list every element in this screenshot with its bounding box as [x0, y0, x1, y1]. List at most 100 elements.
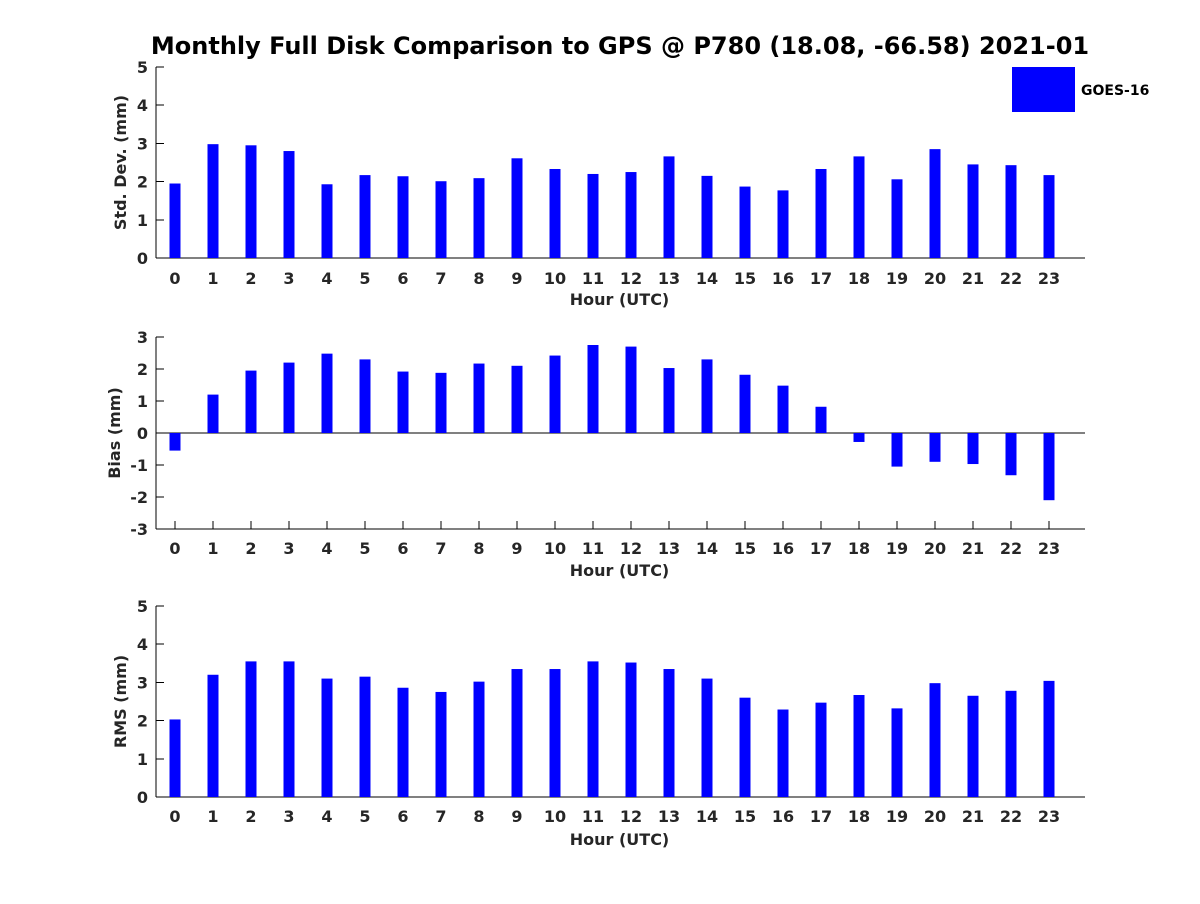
y-tick-label: 4	[137, 635, 148, 654]
y-tick-label: 1	[137, 750, 148, 769]
bar	[283, 151, 295, 258]
x-tick-label: 4	[321, 807, 332, 826]
bar	[853, 156, 865, 258]
x-tick-label: 0	[169, 539, 180, 558]
y-tick-label: 1	[137, 211, 148, 230]
y-tick-label: 2	[137, 173, 148, 192]
x-tick-label: 20	[924, 539, 946, 558]
bar	[777, 190, 789, 258]
bar	[929, 149, 941, 258]
x-tick-label: 8	[473, 807, 484, 826]
x-tick-label: 6	[397, 269, 408, 288]
x-tick-label: 16	[772, 269, 794, 288]
bar	[663, 368, 675, 433]
bar	[777, 385, 789, 433]
x-tick-label: 20	[924, 269, 946, 288]
bar	[549, 355, 561, 433]
y-tick-label: -2	[130, 488, 148, 507]
x-tick-label: 19	[886, 269, 908, 288]
bar	[701, 175, 713, 258]
bar	[207, 144, 219, 258]
x-tick-label: 14	[696, 807, 718, 826]
y-tick-label: 0	[137, 424, 148, 443]
x-tick-label: 1	[207, 269, 218, 288]
x-tick-label: 3	[283, 807, 294, 826]
y-tick-label: 3	[137, 328, 148, 347]
x-tick-label: 21	[962, 539, 984, 558]
y-tick-label: 5	[137, 58, 148, 77]
bar	[1005, 165, 1017, 258]
bar	[549, 669, 561, 797]
x-tick-label: 14	[696, 269, 718, 288]
x-tick-label: 23	[1038, 269, 1060, 288]
x-tick-label: 3	[283, 269, 294, 288]
bar	[397, 176, 409, 258]
x-tick-label: 23	[1038, 539, 1060, 558]
y-tick-label: 0	[137, 249, 148, 268]
x-tick-label: 19	[886, 807, 908, 826]
bar	[435, 181, 447, 258]
x-tick-label: 23	[1038, 807, 1060, 826]
x-tick-label: 10	[544, 539, 566, 558]
x-tick-label: 15	[734, 807, 756, 826]
y-tick-label: 3	[137, 134, 148, 153]
x-tick-label: 13	[658, 269, 680, 288]
x-tick-label: 21	[962, 269, 984, 288]
x-tick-label: 18	[848, 269, 870, 288]
y-axis-label: RMS (mm)	[111, 655, 130, 748]
x-tick-label: 16	[772, 807, 794, 826]
x-tick-label: 0	[169, 269, 180, 288]
bar	[435, 691, 447, 797]
bar	[815, 168, 827, 258]
y-axis-label: Bias (mm)	[105, 387, 124, 479]
x-tick-label: 22	[1000, 807, 1022, 826]
legend: GOES-16	[1012, 67, 1149, 112]
x-tick-label: 9	[511, 807, 522, 826]
bar	[169, 183, 181, 258]
x-tick-label: 8	[473, 539, 484, 558]
bar	[1005, 690, 1017, 797]
x-tick-label: 6	[397, 807, 408, 826]
x-tick-label: 2	[245, 269, 256, 288]
x-tick-label: 5	[359, 539, 370, 558]
bar	[663, 156, 675, 258]
x-tick-label: 18	[848, 539, 870, 558]
bar	[967, 433, 979, 465]
x-tick-label: 15	[734, 269, 756, 288]
bar	[169, 719, 181, 797]
bar	[815, 406, 827, 433]
x-tick-label: 12	[620, 269, 642, 288]
y-tick-label: 2	[137, 360, 148, 379]
x-tick-label: 15	[734, 539, 756, 558]
bar	[245, 145, 257, 258]
bar	[625, 172, 637, 258]
x-tick-label: 13	[658, 539, 680, 558]
y-tick-label: 5	[137, 597, 148, 616]
bar	[587, 173, 599, 258]
x-tick-label: 14	[696, 539, 718, 558]
x-tick-label: 12	[620, 539, 642, 558]
bar	[473, 363, 485, 433]
y-tick-label: 4	[137, 96, 148, 115]
x-tick-label: 22	[1000, 539, 1022, 558]
bar	[321, 184, 333, 258]
bar	[929, 433, 941, 462]
bar	[207, 394, 219, 433]
bar	[359, 676, 371, 797]
x-tick-label: 10	[544, 269, 566, 288]
y-tick-label: 0	[137, 788, 148, 807]
bar	[283, 362, 295, 433]
x-tick-label: 2	[245, 539, 256, 558]
bar	[663, 669, 675, 797]
x-tick-label: 22	[1000, 269, 1022, 288]
bar	[283, 661, 295, 797]
x-tick-label: 18	[848, 807, 870, 826]
bar	[1043, 680, 1055, 797]
x-tick-label: 1	[207, 539, 218, 558]
x-tick-label: 7	[435, 807, 446, 826]
bar	[549, 168, 561, 258]
x-tick-label: 9	[511, 539, 522, 558]
bar	[587, 661, 599, 797]
